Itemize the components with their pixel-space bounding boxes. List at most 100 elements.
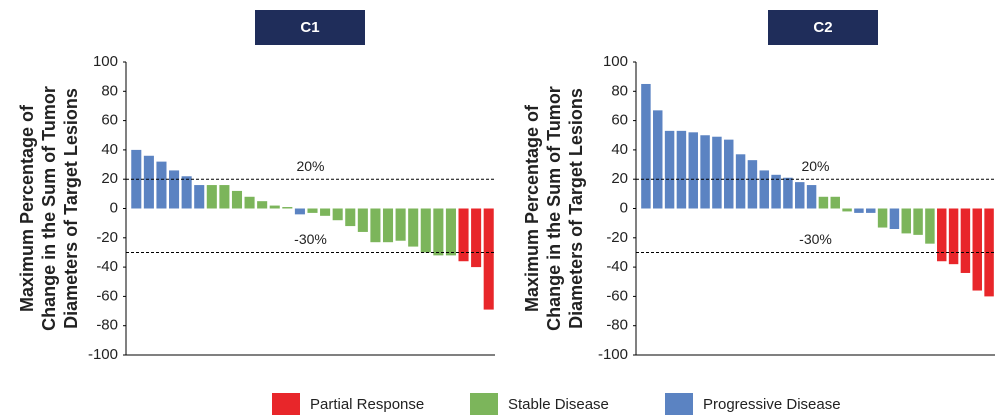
bar (842, 208, 852, 212)
bar (948, 208, 959, 265)
y-tick-label: -60 (96, 287, 118, 304)
bar (771, 174, 781, 209)
bar (433, 208, 444, 256)
bar (483, 208, 494, 310)
bar (700, 135, 710, 209)
bar (445, 208, 456, 256)
bar (206, 185, 217, 209)
legend-label: Partial Response (310, 396, 424, 413)
y-axis-label: Change in the Sum of Tumor (544, 86, 564, 331)
bar (830, 196, 840, 209)
bar (901, 208, 911, 234)
title-box (255, 10, 365, 45)
bar (937, 208, 947, 262)
bar (382, 208, 394, 243)
bar (724, 139, 734, 209)
bar (156, 161, 167, 209)
bar (257, 201, 268, 209)
legend-swatch (272, 393, 300, 415)
bar (231, 190, 243, 209)
bar (688, 132, 698, 209)
y-tick-label: -40 (606, 258, 628, 275)
chart-title: C2 (813, 19, 832, 36)
bar (795, 182, 805, 209)
bar (984, 208, 994, 297)
y-tick-label: -20 (606, 229, 628, 246)
y-tick-label: 20 (101, 170, 118, 187)
bar (889, 208, 900, 230)
y-tick-label: -80 (606, 317, 628, 334)
y-tick-label: 60 (101, 112, 118, 129)
bar (866, 208, 876, 213)
bar (960, 208, 971, 273)
bar (664, 130, 675, 209)
bar (320, 208, 331, 216)
legend-swatch (665, 393, 693, 415)
bar (818, 196, 829, 209)
bar (735, 154, 746, 209)
bar (332, 208, 343, 221)
bar (877, 208, 888, 228)
bar (747, 160, 758, 209)
bar (169, 170, 180, 209)
bar (712, 136, 722, 209)
bar (244, 196, 255, 209)
bar (471, 208, 482, 268)
reference-label: 20% (296, 158, 324, 174)
y-tick-label: 40 (101, 141, 118, 158)
legend-label: Stable Disease (508, 396, 609, 413)
bar (641, 83, 651, 209)
y-tick-label: -60 (606, 287, 628, 304)
bar (806, 185, 817, 209)
y-tick-label: -20 (96, 229, 118, 246)
reference-label: -30% (294, 231, 327, 247)
bar (925, 208, 935, 244)
reference-label: 20% (801, 158, 829, 174)
bar (783, 177, 793, 209)
bar (972, 208, 982, 291)
bar (458, 208, 469, 262)
y-axis-label: Change in the Sum of Tumor (39, 86, 59, 331)
y-tick-label: 100 (603, 53, 628, 70)
y-axis-label: Maximum Percentage of (522, 104, 542, 312)
y-tick-label: -80 (96, 317, 118, 334)
bar (395, 208, 406, 241)
y-tick-label: -40 (96, 258, 118, 275)
y-tick-label: -100 (88, 346, 118, 363)
bar (854, 208, 864, 213)
bar (653, 110, 663, 209)
bar (294, 208, 305, 215)
y-tick-label: 20 (611, 170, 628, 187)
bar (357, 208, 368, 232)
y-axis-label: Maximum Percentage of (17, 104, 37, 312)
y-tick-label: 80 (611, 82, 628, 99)
bar (759, 170, 769, 209)
legend-label: Progressive Disease (703, 396, 841, 413)
reference-label: -30% (799, 231, 832, 247)
y-tick-label: 80 (101, 82, 118, 99)
bar (269, 205, 280, 209)
y-axis-label: Diameters of Target Lesions (61, 88, 81, 329)
y-tick-label: -100 (598, 346, 628, 363)
bar (282, 207, 293, 209)
chart-title: C1 (300, 19, 319, 36)
legend-swatch (470, 393, 498, 415)
title-box (768, 10, 878, 45)
y-tick-label: 40 (611, 141, 628, 158)
bar (219, 185, 230, 209)
y-axis-label: Diameters of Target Lesions (566, 88, 586, 329)
y-tick-label: 0 (620, 199, 628, 216)
y-tick-label: 60 (611, 112, 628, 129)
y-tick-label: 0 (110, 199, 118, 216)
bar (307, 208, 318, 213)
bar (194, 185, 205, 209)
bar (143, 155, 154, 209)
bar (676, 130, 687, 209)
y-tick-label: 100 (93, 53, 118, 70)
bar (345, 208, 356, 227)
bar (408, 208, 419, 247)
bar (420, 208, 431, 253)
bar (181, 176, 192, 209)
bar (913, 208, 923, 235)
